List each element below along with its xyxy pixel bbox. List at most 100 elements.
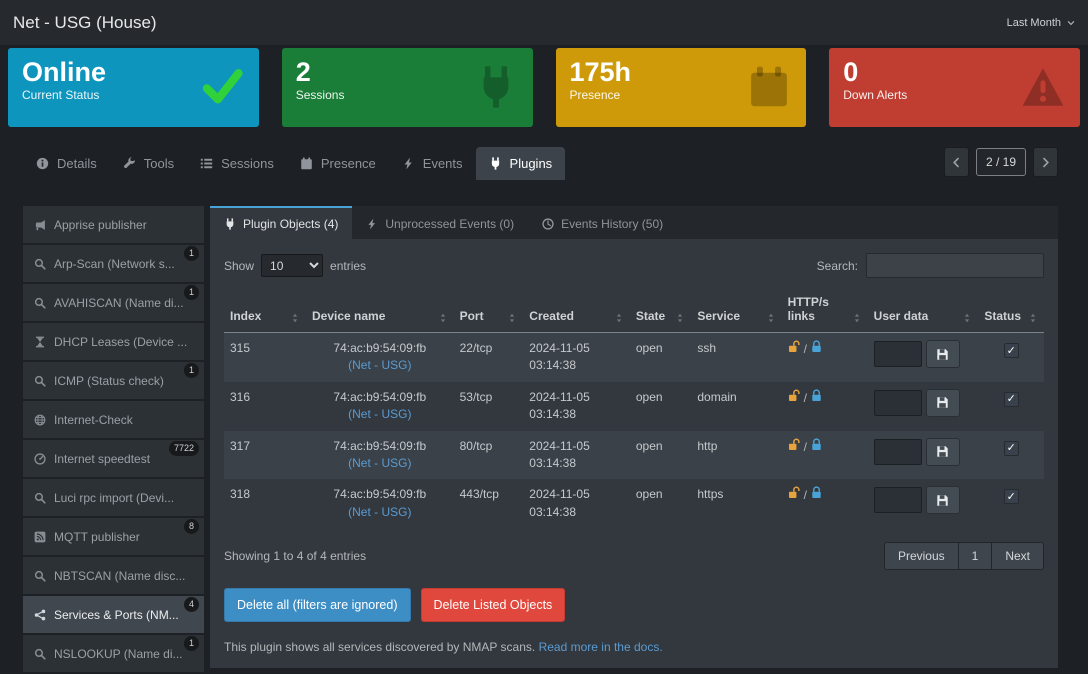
docs-link[interactable]: Read more in the docs.	[538, 640, 663, 655]
status-card-sessions[interactable]: 2 Sessions	[281, 48, 533, 127]
plugin-panel: Plugin Objects (4) Unprocessed Events (0)…	[210, 206, 1058, 669]
lock-closed-icon[interactable]	[810, 486, 823, 499]
previous-page-button[interactable]: Previous	[883, 542, 959, 571]
user-data-input[interactable]	[873, 389, 922, 416]
sidebar-item-icmp-status-check[interactable]: ICMP (Status check) 1	[23, 362, 204, 399]
status-card-presence[interactable]: 175h Presence	[555, 48, 807, 127]
card-label: Sessions	[295, 88, 345, 103]
status-checkbox[interactable]: ✓	[1003, 440, 1019, 456]
table-row: 317 74:ac:b9:54:09:fb (Net - USG) 80/tcp 202…	[224, 430, 1044, 480]
status-checkbox[interactable]: ✓	[1003, 489, 1019, 505]
period-dropdown[interactable]: Last Month	[1007, 17, 1075, 29]
status-cards: Online Current Status 2 Sessions 175h Presenc…	[0, 45, 1088, 127]
col-header-status[interactable]: Status	[978, 289, 1044, 333]
broadcast-icon	[34, 531, 46, 543]
lock-open-icon[interactable]	[788, 438, 801, 451]
tab-sessions[interactable]: Sessions	[187, 147, 287, 180]
page-1-button[interactable]: 1	[957, 542, 993, 571]
subtab-plugin-objects-4[interactable]: Plugin Objects (4)	[210, 206, 353, 239]
chevron-down-icon	[1067, 19, 1075, 27]
tab-plugins[interactable]: Plugins	[475, 147, 566, 180]
status-card-current-status[interactable]: Online Current Status	[8, 48, 259, 127]
lock-open-icon[interactable]	[788, 486, 801, 499]
save-user-data-button[interactable]	[925, 388, 960, 417]
network-icon	[34, 609, 46, 621]
sidebar-item-arp-scan-network-s[interactable]: Arp-Scan (Network s... 1	[23, 245, 204, 282]
tab-presence[interactable]: Presence	[287, 147, 389, 180]
tab-details[interactable]: Details	[23, 147, 110, 180]
sidebar-item-avahiscan-name-di[interactable]: AVAHISCAN (Name di... 1	[23, 284, 204, 321]
gauge-icon	[34, 452, 46, 465]
col-header-device-name[interactable]: Device name	[306, 289, 454, 333]
bulk-actions: Delete all (filters are ignored) Delete …	[210, 584, 1058, 623]
sidebar-item-internet-speedtest[interactable]: Internet speedtest 7722	[23, 440, 204, 477]
tab-tools[interactable]: Tools	[110, 147, 187, 180]
cell-http-links: /	[781, 332, 868, 382]
status-card-down-alerts[interactable]: 0 Down Alerts	[829, 48, 1080, 127]
cell-service: http	[691, 430, 782, 480]
col-header-label: Device name	[312, 309, 386, 323]
user-data-input[interactable]	[873, 341, 922, 367]
lock-open-icon[interactable]	[788, 389, 801, 402]
cell-device-name: 74:ac:b9:54:09:fb (Net - USG)	[333, 389, 427, 422]
col-header-port[interactable]: Port	[453, 289, 524, 333]
user-data-input[interactable]	[873, 438, 922, 465]
sidebar-item-dhcp-leases-device[interactable]: DHCP Leases (Device ...	[23, 323, 204, 360]
lock-closed-icon[interactable]	[810, 438, 823, 451]
sidebar-item-nslookup-name-di[interactable]: NSLOOKUP (Name di... 1	[23, 635, 204, 672]
search-icon	[34, 258, 46, 270]
tab-events[interactable]: Events	[389, 147, 476, 180]
save-user-data-button[interactable]	[925, 486, 960, 515]
pager-prev-button[interactable]	[943, 147, 969, 177]
table-row: 318 74:ac:b9:54:09:fb (Net - USG) 443/tcp 20…	[224, 479, 1044, 528]
delete-listed-button[interactable]: Delete Listed Objects	[420, 588, 566, 623]
device-link[interactable]: (Net - USG)	[348, 504, 412, 519]
status-checkbox[interactable]: ✓	[1003, 391, 1019, 407]
info-icon	[36, 157, 49, 170]
sidebar-item-luci-rpc-import-devi[interactable]: Luci rpc import (Devi...	[23, 479, 204, 516]
sidebar-item-nbtscan-name-disc[interactable]: NBTSCAN (Name disc...	[23, 557, 204, 594]
subtab-events-history-50[interactable]: Events History (50)	[528, 206, 677, 239]
lock-closed-icon[interactable]	[810, 389, 823, 402]
sort-icon	[507, 313, 517, 323]
search-input[interactable]	[866, 253, 1044, 278]
device-link[interactable]: (Net - USG)	[348, 407, 412, 422]
lock-open-icon[interactable]	[788, 340, 801, 353]
tab-label: Presence	[320, 156, 376, 171]
table-row: 316 74:ac:b9:54:09:fb (Net - USG) 53/tcp 202…	[224, 382, 1044, 431]
table-wrap: Index Device name Port Created State Service H…	[210, 289, 1058, 528]
col-header-user-data[interactable]: User data	[867, 289, 979, 333]
table-controls: Show 10 entries Search:	[210, 239, 1058, 289]
next-page-button[interactable]: Next	[991, 542, 1044, 571]
sidebar-item-internet-check[interactable]: Internet-Check	[23, 401, 204, 438]
col-header-state[interactable]: State	[629, 289, 692, 333]
cell-state: open	[629, 430, 692, 480]
sidebar-item-apprise-publisher[interactable]: Apprise publisher	[23, 206, 204, 243]
user-data-input[interactable]	[873, 487, 922, 514]
sidebar-item-services-ports-nm[interactable]: Services & Ports (NM... 4	[23, 596, 204, 633]
device-link[interactable]: (Net - USG)	[348, 358, 412, 373]
status-checkbox[interactable]: ✓	[1003, 343, 1019, 358]
lock-closed-icon[interactable]	[810, 340, 823, 353]
subtab-unprocessed-events-0[interactable]: Unprocessed Events (0)	[352, 206, 528, 239]
pager-next-button[interactable]	[1033, 147, 1058, 177]
col-header-http-s-links[interactable]: HTTP/s links	[781, 289, 868, 333]
col-header-created[interactable]: Created	[523, 289, 630, 333]
main-area: Apprise publisher Arp-Scan (Network s... 1…	[0, 180, 1088, 674]
showing-entries-text: Showing 1 to 4 of 4 entries	[224, 549, 367, 564]
col-header-index[interactable]: Index	[224, 289, 306, 333]
search-icon	[34, 570, 46, 582]
cell-service: ssh	[691, 332, 782, 382]
tab-label: Sessions	[221, 156, 274, 171]
cell-user-data	[868, 382, 979, 431]
col-header-service[interactable]: Service	[691, 289, 782, 333]
save-user-data-button[interactable]	[925, 340, 960, 368]
sort-icon	[438, 313, 448, 323]
save-user-data-button[interactable]	[925, 437, 960, 466]
sort-icon	[290, 313, 300, 323]
list-icon	[200, 157, 213, 170]
device-link[interactable]: (Net - USG)	[348, 455, 412, 470]
delete-all-button[interactable]: Delete all (filters are ignored)	[224, 588, 411, 623]
page-size-select[interactable]: 10	[261, 254, 324, 277]
sidebar-item-mqtt-publisher[interactable]: MQTT publisher 8	[23, 518, 204, 555]
